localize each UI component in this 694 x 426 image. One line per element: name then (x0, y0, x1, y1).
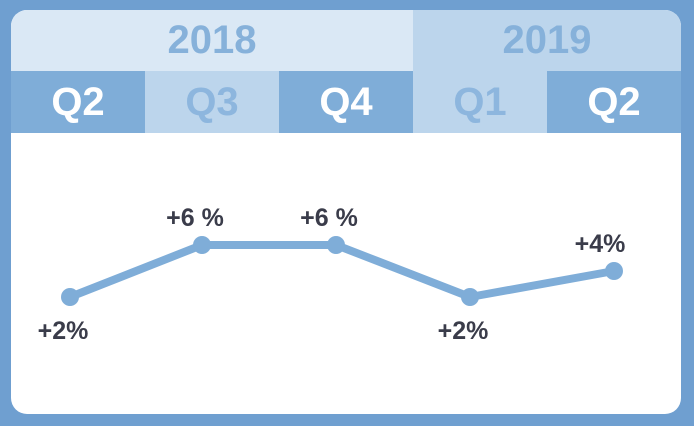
quarter-label: Q1 (413, 71, 547, 133)
data-point (605, 262, 623, 280)
data-point (61, 288, 79, 306)
quarter-label: Q2 (547, 71, 681, 133)
series-line (66, 241, 618, 301)
data-label: +6 % (300, 204, 358, 232)
chart-card: 2018 2019 Q2 Q3 Q4 Q1 Q2 +2% +6 % +6 % +2% +… (11, 10, 681, 414)
data-label: +6 % (166, 204, 224, 232)
quarter-label: Q2 (11, 71, 145, 133)
line-chart: +2% +6 % +6 % +2% +4% (38, 204, 626, 345)
data-point (327, 236, 345, 254)
quarter-label: Q3 (145, 71, 279, 133)
year-header: 2018 2019 (11, 10, 681, 71)
year-2018-header: 2018 (11, 10, 413, 71)
data-point (461, 288, 479, 306)
data-label: +2% (438, 317, 489, 345)
year-2019-header: 2019 (413, 10, 681, 71)
quarter-header: Q2 Q3 Q4 Q1 Q2 (11, 71, 681, 133)
data-label: +2% (38, 317, 89, 345)
quarter-label: Q4 (279, 71, 413, 133)
data-point (193, 236, 211, 254)
data-label: +4% (575, 230, 626, 258)
